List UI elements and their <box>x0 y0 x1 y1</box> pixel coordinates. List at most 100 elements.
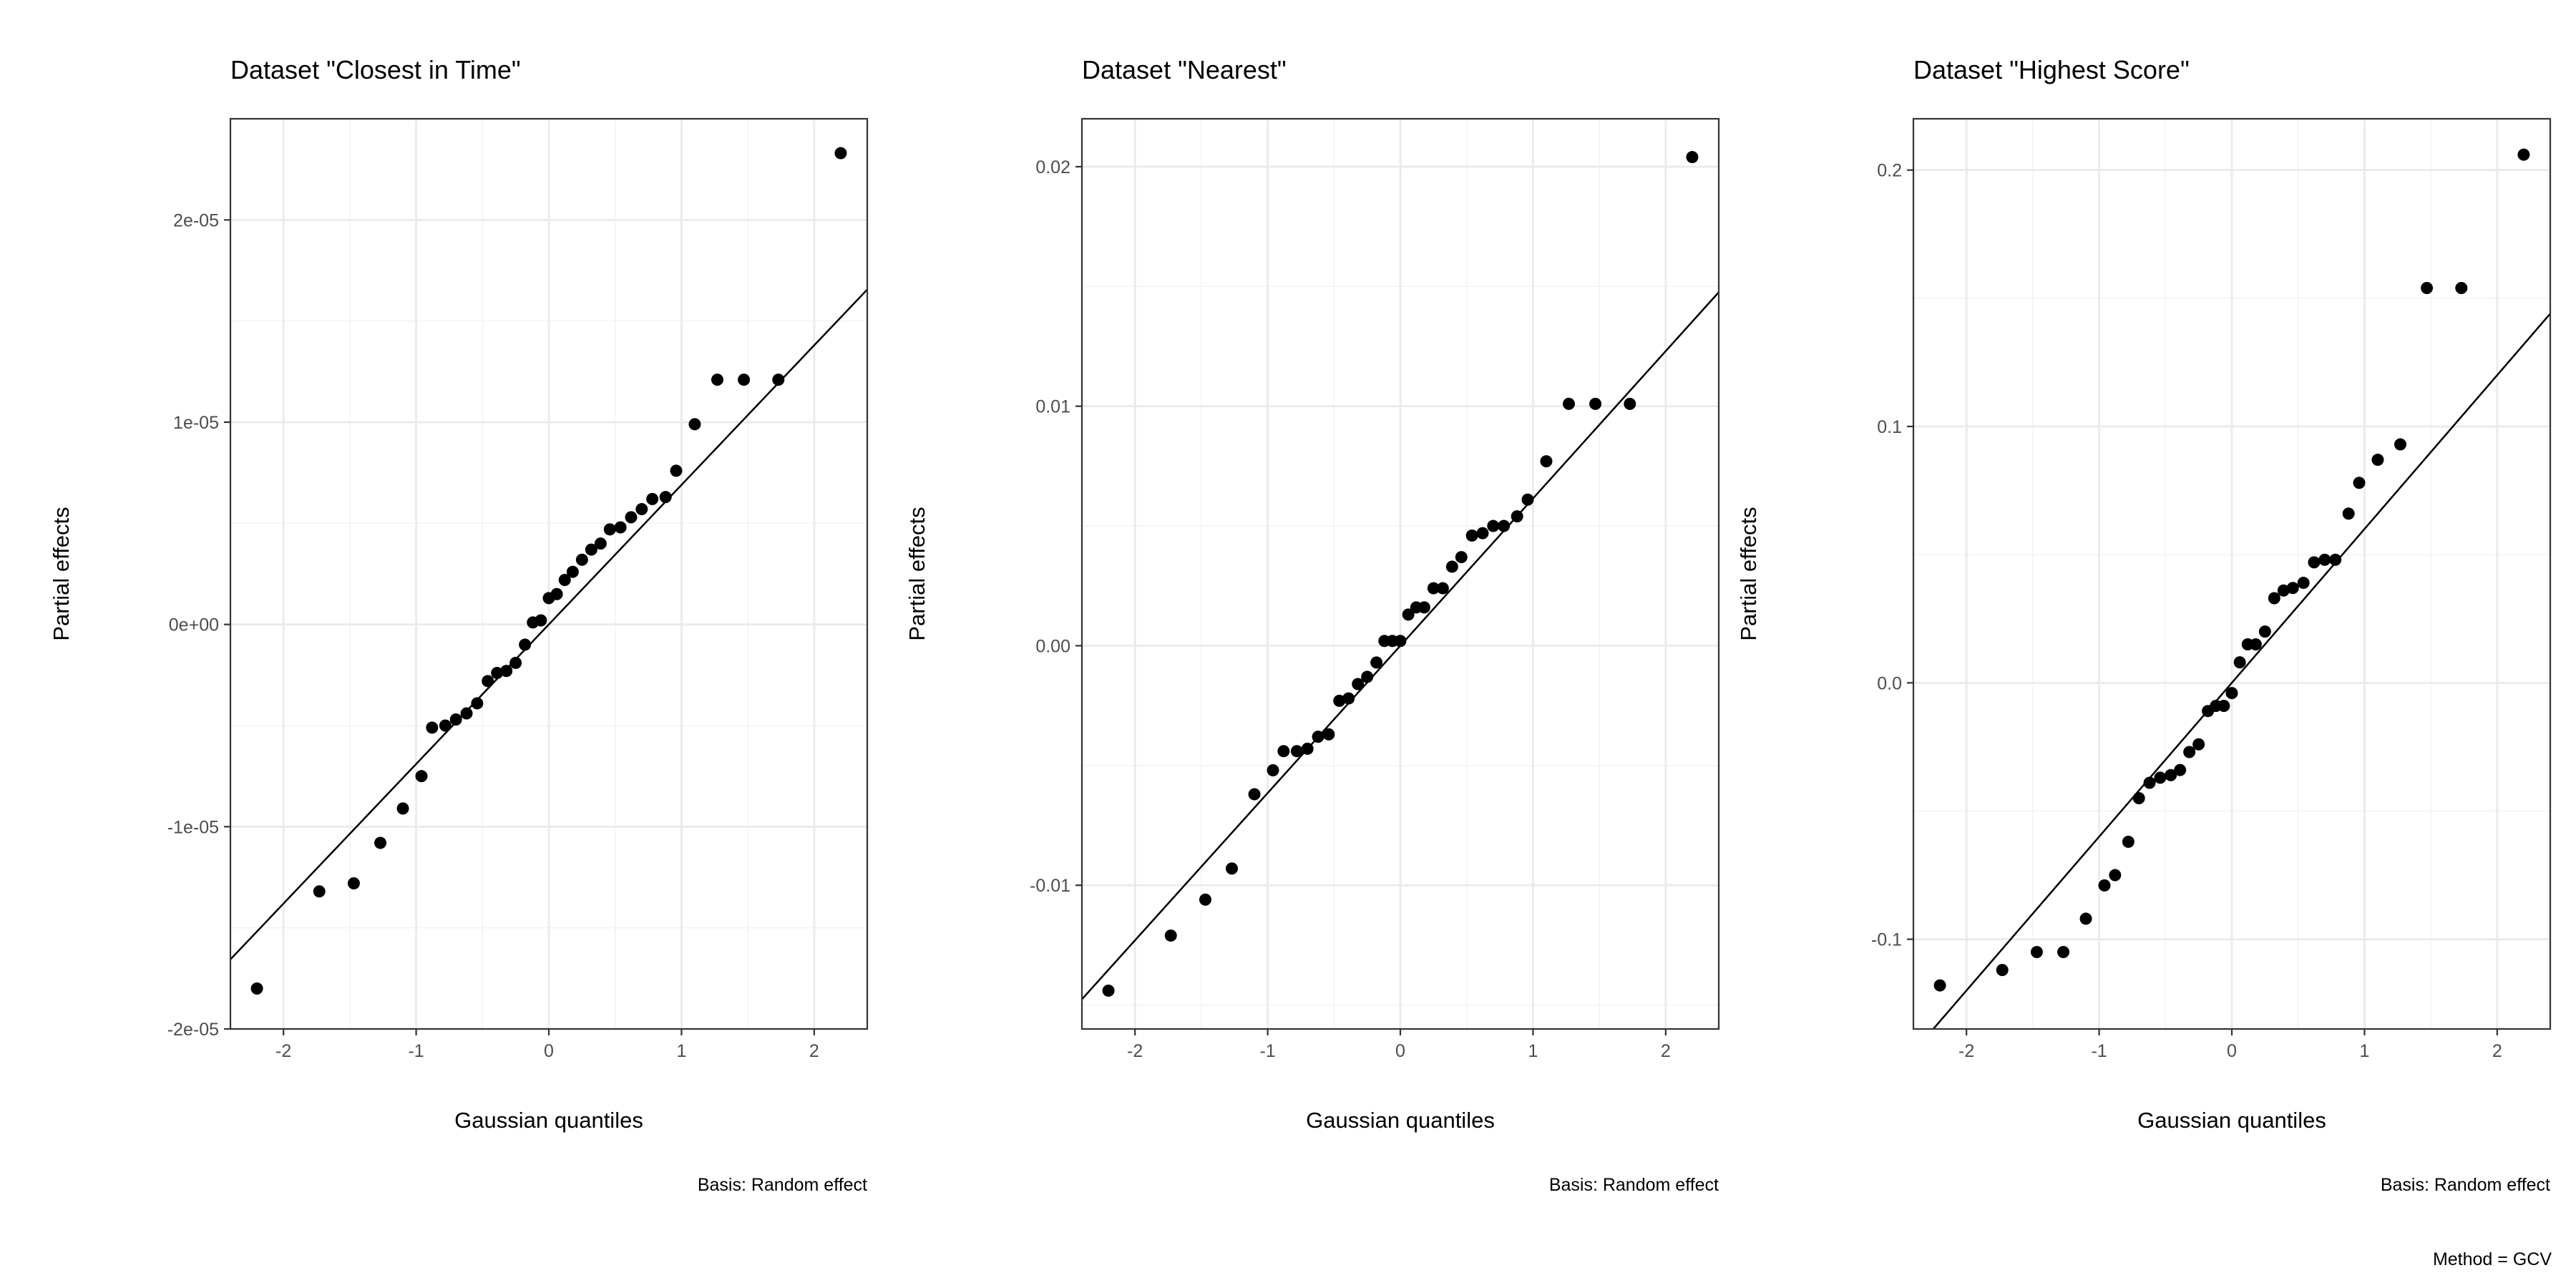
y-tick-label: 0.1 <box>1877 417 1902 437</box>
data-point <box>535 614 547 627</box>
y-tick-label: -0.01 <box>1030 876 1070 896</box>
data-point <box>2218 700 2230 713</box>
data-point <box>1465 529 1478 542</box>
data-point <box>2154 771 2167 784</box>
x-tick-label: 1 <box>2359 1041 2369 1061</box>
data-point <box>1333 694 1346 707</box>
data-point <box>2183 746 2196 758</box>
data-point <box>2308 556 2321 569</box>
data-point <box>585 543 597 556</box>
data-point <box>1342 692 1355 705</box>
data-point <box>2079 912 2092 925</box>
data-point <box>471 697 484 710</box>
data-point <box>2057 946 2070 959</box>
data-point <box>1277 745 1290 758</box>
data-point <box>1476 527 1489 540</box>
x-tick-label: -2 <box>1958 1041 1974 1061</box>
data-point <box>2030 946 2043 959</box>
grid-lines <box>1082 119 1719 1029</box>
y-tick-label: 0.00 <box>1035 636 1070 656</box>
data-point <box>1164 929 1177 942</box>
y-tick-label: -0.1 <box>1871 930 1902 950</box>
x-tick-label: 1 <box>1528 1041 1538 1061</box>
panel-1: -2 -1 0 1 2 -2e-05 -1e-05 0e+00 1e-05 2e-05 Datase… <box>49 55 869 1195</box>
data-point <box>2329 553 2342 566</box>
data-point <box>2174 763 2187 776</box>
x-tick-label: 0 <box>2227 1041 2237 1061</box>
data-point <box>347 877 360 889</box>
data-point <box>1487 519 1500 532</box>
x-tick-label: -1 <box>2091 1041 2107 1061</box>
data-point <box>2249 638 2262 651</box>
data-point <box>2277 584 2290 597</box>
data-point <box>1248 788 1261 801</box>
data-point <box>566 565 579 578</box>
data-point <box>2371 454 2384 467</box>
y-axis-title: Partial effects <box>49 507 74 640</box>
data-point <box>2233 656 2246 669</box>
y-tick-label: 2e-05 <box>173 210 219 230</box>
data-point <box>834 147 847 160</box>
data-point <box>635 503 648 516</box>
data-point <box>1427 582 1440 595</box>
data-point <box>2122 835 2135 848</box>
data-point <box>1445 560 1458 573</box>
data-point <box>614 521 627 534</box>
x-tick-label: 2 <box>809 1041 819 1061</box>
x-tick-label: 1 <box>676 1041 686 1061</box>
data-point <box>1322 728 1335 741</box>
data-point <box>1624 397 1636 410</box>
panel-2: -2 -1 0 1 2 -0.01 0.00 0.01 0.02 Dataset "Nearest… <box>904 55 1720 1195</box>
data-point <box>1455 551 1468 564</box>
x-axis-title: Gaussian quantiles <box>1306 1108 1495 1133</box>
data-point <box>2455 281 2468 294</box>
data-points <box>1933 148 2530 992</box>
method-label: Method = GCV <box>2433 1249 2552 1269</box>
data-point <box>1370 656 1383 669</box>
data-point <box>2109 869 2122 882</box>
data-point <box>646 492 659 505</box>
data-point <box>2353 477 2366 489</box>
data-point <box>313 885 326 898</box>
data-point <box>2421 281 2434 294</box>
data-point <box>711 374 723 386</box>
x-axis-title: Gaussian quantiles <box>454 1108 643 1133</box>
data-point <box>2192 738 2205 751</box>
x-axis-title: Gaussian quantiles <box>2137 1108 2326 1133</box>
x-tick-label: 0 <box>544 1041 554 1061</box>
data-point <box>2258 625 2271 638</box>
reference-line <box>230 288 867 960</box>
data-point <box>2517 148 2530 161</box>
x-tick-label: -1 <box>1259 1041 1275 1061</box>
data-point <box>1301 742 1314 755</box>
data-point <box>550 587 563 600</box>
data-points <box>1102 151 1699 997</box>
x-tick-label: -2 <box>275 1041 291 1061</box>
data-point <box>2165 769 2177 781</box>
data-points <box>250 147 847 995</box>
data-point <box>2143 776 2156 789</box>
data-point <box>1418 601 1430 614</box>
panel-title: Dataset "Closest in Time" <box>230 55 521 84</box>
data-point <box>1312 731 1324 743</box>
data-point <box>1933 979 1946 992</box>
y-tick-label: 0.02 <box>1035 157 1070 177</box>
panel-title: Dataset "Nearest" <box>1082 55 1287 84</box>
data-point <box>1511 510 1523 523</box>
panel-caption: Basis: Random effect <box>698 1175 867 1195</box>
data-point <box>396 802 409 815</box>
x-tick-label: -2 <box>1127 1041 1143 1061</box>
data-point <box>374 836 387 849</box>
panel-caption: Basis: Random effect <box>1549 1175 1719 1195</box>
x-tick-label: -1 <box>408 1041 424 1061</box>
data-point <box>426 721 439 734</box>
data-point <box>482 675 494 688</box>
data-point <box>1226 862 1239 875</box>
data-point <box>1540 455 1553 468</box>
panel-title: Dataset "Highest Score" <box>1913 55 2190 84</box>
data-point <box>1562 397 1575 410</box>
data-point <box>1352 678 1365 691</box>
panel-3: -2 -1 0 1 2 -0.1 0.0 0.1 0.2 Dataset "Highest Sco… <box>1736 55 2552 1195</box>
data-point <box>2268 592 2280 605</box>
data-point <box>1498 519 1511 532</box>
